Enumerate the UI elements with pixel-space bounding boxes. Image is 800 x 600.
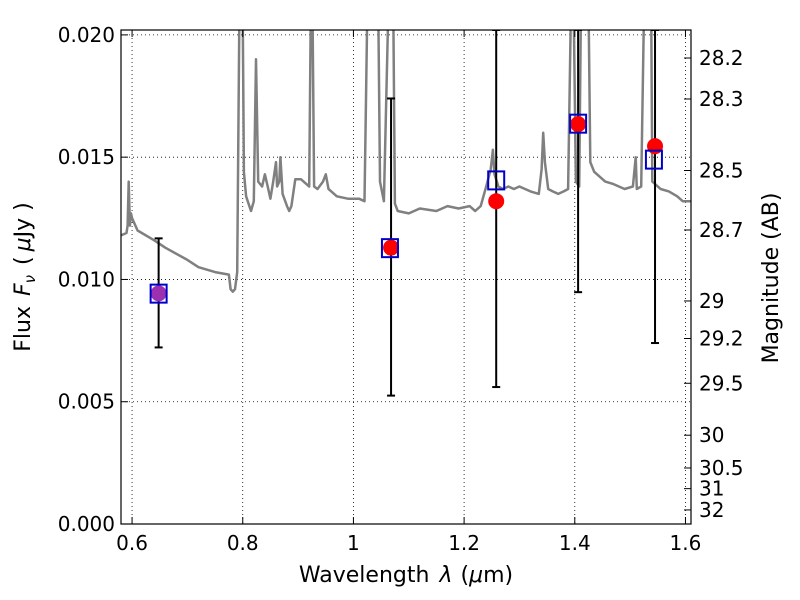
x-tick-label: 0.8 — [227, 531, 259, 555]
mag-tick-label: 29 — [699, 289, 724, 313]
mag-tick-label: 28.3 — [699, 87, 744, 111]
mag-tick-label: 28.7 — [699, 218, 744, 242]
observed-flux-point — [383, 239, 400, 256]
x-axis-label: Wavelength λ (μm) — [299, 563, 513, 588]
model-flux-square — [380, 238, 399, 259]
model-flux-square — [569, 113, 588, 134]
x-tick-label: 0.6 — [116, 531, 148, 555]
y-tick-label: 0.010 — [58, 267, 115, 291]
plot-frame — [120, 29, 692, 525]
y-tick-label: 0.015 — [58, 145, 115, 169]
x-tick-label: 1.2 — [448, 531, 480, 555]
mag-tick-label: 29.5 — [699, 371, 744, 395]
model-flux-square — [644, 149, 663, 170]
y-axis-label: FluxFν(μJy ) — [11, 202, 39, 351]
x-tick-label: 1 — [347, 531, 360, 555]
model-flux-squares — [149, 113, 663, 304]
observed-flux-point — [150, 285, 167, 302]
y-tick-label: 0.000 — [58, 512, 115, 536]
model-flux-square — [487, 170, 506, 191]
model-flux-square — [149, 283, 168, 304]
plot-background — [121, 30, 691, 524]
mag-tick-label: 31 — [699, 477, 724, 501]
mag-tick-label: 29.2 — [699, 326, 744, 350]
y-tick-label: 0.020 — [58, 23, 115, 47]
observed-flux-point — [647, 138, 664, 155]
mag-tick-label: 30 — [699, 423, 724, 447]
observed-flux-point — [570, 116, 587, 133]
mag-tick-label: 28.2 — [699, 46, 744, 70]
x-tick-label: 1.4 — [559, 531, 591, 555]
model-spectrum-line — [121, 30, 691, 293]
spectrum-series — [121, 30, 691, 293]
right-axis-label: Magnitude (AB) — [759, 193, 784, 364]
mag-tick-label: 30.5 — [699, 456, 744, 480]
mag-tick-label: 32 — [699, 498, 724, 522]
axis-ticks: 0.6 0.8 1 1.2 1.4 1.6 0.000 0.005 0.010 0.015 0.02… — [58, 23, 744, 555]
observed-flux-point — [488, 193, 505, 210]
y-tick-label: 0.005 — [58, 390, 115, 414]
mag-tick-label: 28.5 — [699, 159, 744, 183]
x-tick-label: 1.6 — [670, 531, 702, 555]
